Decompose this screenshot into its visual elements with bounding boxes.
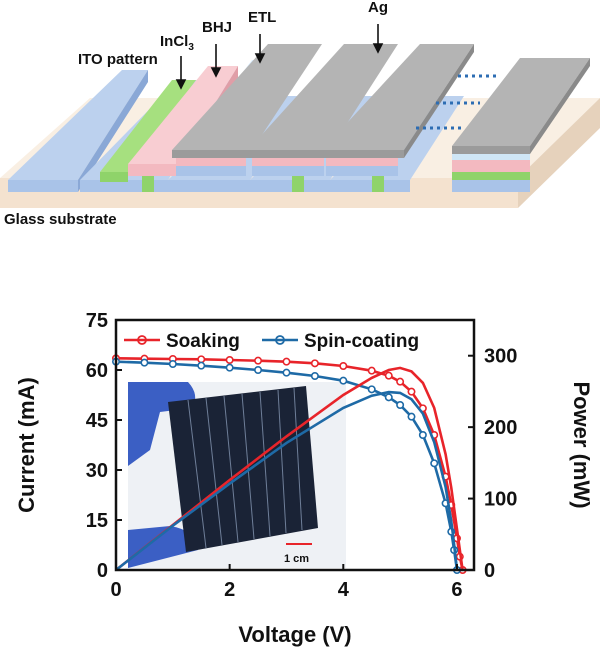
incl3-layer [100,80,530,192]
legend-marker-soaking [137,335,147,345]
point-spin-coating-3 [197,361,206,370]
series-power-soaking [115,366,464,572]
point-spin-coating-7 [310,372,319,381]
y-right-tick-label-0: 0 [484,560,495,582]
y-axis-left-title: Current (mA) [14,377,39,513]
y-left-tick-label-0: 0 [97,560,108,582]
y-right-tick-label-200: 200 [484,417,517,439]
series-power-spin-coating [115,390,459,572]
label-arrows [175,24,384,90]
legend-marker-spin-coating [275,335,285,345]
point-spin-coating-9 [367,385,376,394]
point-spin-coating-13 [418,431,427,440]
ag-label: Ag [368,0,388,16]
glass-substrate-label: Glass substrate [4,211,117,228]
point-soaking-8 [339,362,348,371]
point-soaking-11 [396,377,405,386]
plot-frame [114,318,476,572]
x-axis-title: Voltage (V) [238,622,351,647]
legend-label-soaking: Soaking [166,331,240,352]
ag-electrodes [172,44,590,176]
continuation-dots [416,74,500,130]
point-spin-coating-5 [254,366,263,375]
point-soaking-9 [367,366,376,375]
point-spin-coating-14 [430,459,439,468]
x-tick-label-4: 4 [338,579,350,601]
bhj-label: BHJ [202,19,232,36]
x-tick-label-6: 6 [451,579,462,601]
point-spin-coating-4 [225,363,234,372]
point-soaking-7 [310,359,319,368]
point-spin-coating-1 [140,358,149,367]
incl3-label-subscript: 3 [188,42,194,53]
point-spin-coating-12 [407,412,416,421]
legend-label-spin-coating: Spin-coating [304,331,419,352]
point-soaking-5 [254,356,263,365]
device-schematic: ITO pattern InCl3 BHJ ETL Ag Glass subst… [0,0,600,228]
point-spin-coating-2 [168,360,177,369]
x-tick-label-0: 0 [110,579,121,601]
y-left-tick-label-60: 60 [86,360,108,382]
point-soaking-12 [407,387,416,396]
scale-bar-label: 1 cm [284,553,309,565]
point-soaking-10 [384,371,393,380]
point-soaking-3 [197,355,206,364]
y-left-tick-label-45: 45 [86,410,108,432]
ito-pattern-label: ITO pattern [78,51,158,68]
point-spin-coating-6 [282,368,291,377]
legend: Soaking Spin-coating [124,331,419,352]
x-tick-label-2: 2 [224,579,235,601]
incl3-label-base: InCl [160,33,188,50]
point-spin-coating-8 [339,376,348,385]
incl3-label: InCl3 [160,33,194,53]
y-left-tick-label-30: 30 [86,460,108,482]
point-soaking-6 [282,357,291,366]
y-left-tick-label-75: 75 [86,310,108,332]
point-soaking-4 [225,356,234,365]
y-axis-right-title: Power (mW) [569,381,594,508]
point-spin-coating-11 [396,401,405,410]
y-left-tick-label-15: 15 [86,510,108,532]
y-right-tick-label-300: 300 [484,346,517,368]
etl-label: ETL [248,9,276,26]
y-right-tick-label-100: 100 [484,489,517,511]
point-spin-coating-10 [384,393,393,402]
